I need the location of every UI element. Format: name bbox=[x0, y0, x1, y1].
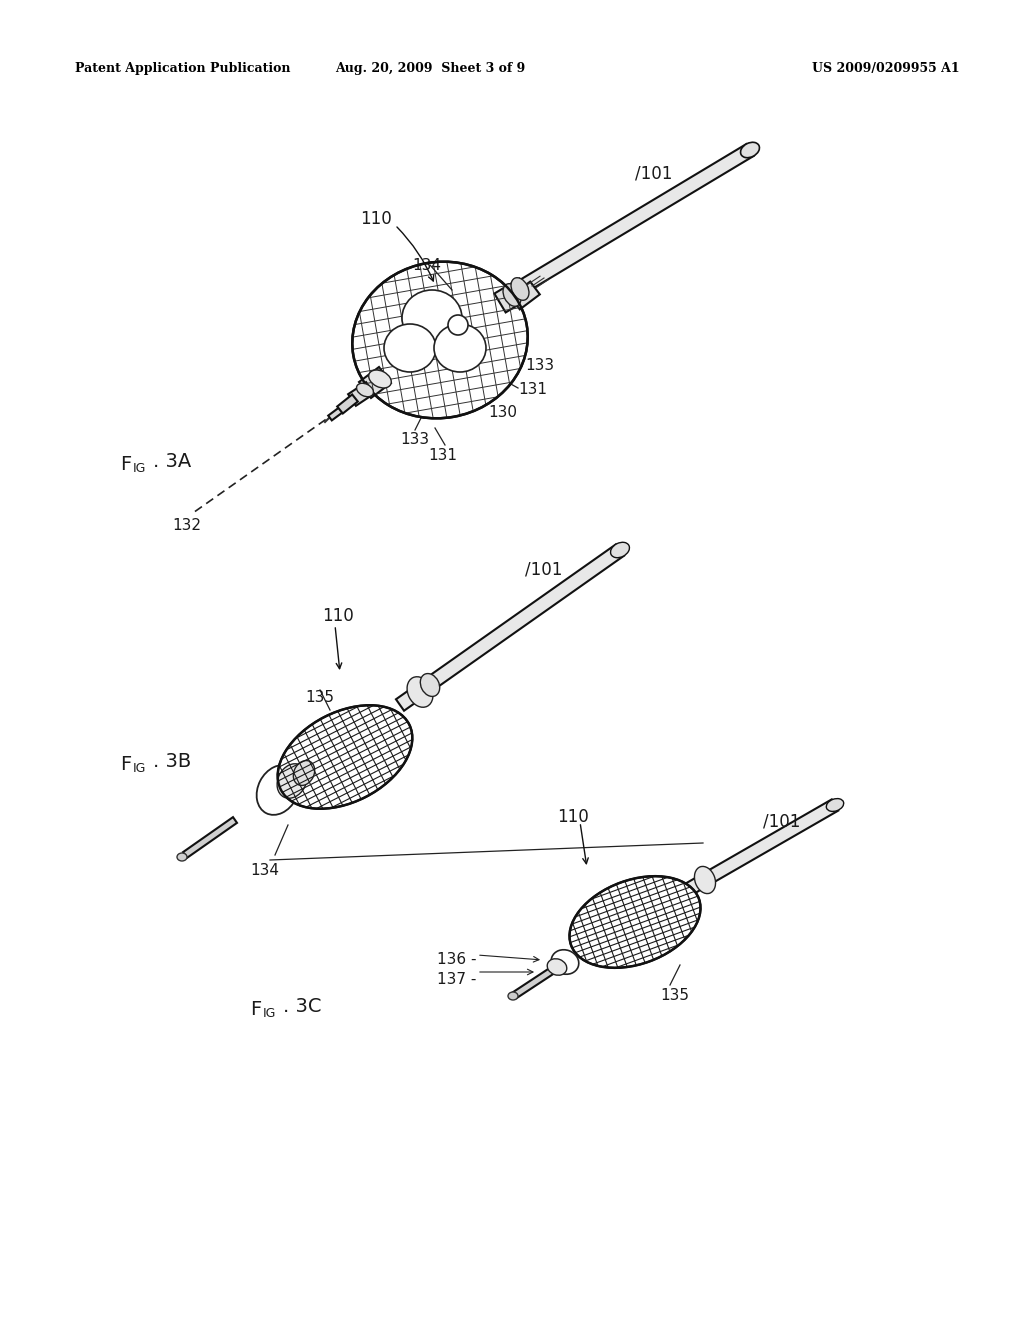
Polygon shape bbox=[513, 968, 555, 998]
Text: Aug. 20, 2009  Sheet 3 of 9: Aug. 20, 2009 Sheet 3 of 9 bbox=[335, 62, 525, 75]
Polygon shape bbox=[183, 817, 237, 858]
Ellipse shape bbox=[420, 673, 439, 697]
Ellipse shape bbox=[434, 323, 486, 372]
Text: . 3B: . 3B bbox=[153, 752, 191, 771]
Text: F: F bbox=[120, 755, 131, 774]
Text: 132: 132 bbox=[172, 517, 201, 533]
Ellipse shape bbox=[177, 853, 187, 861]
Ellipse shape bbox=[610, 543, 630, 558]
Ellipse shape bbox=[402, 290, 462, 346]
Text: IG: IG bbox=[133, 762, 146, 775]
Ellipse shape bbox=[293, 760, 314, 785]
Text: . 3A: . 3A bbox=[153, 451, 191, 471]
Ellipse shape bbox=[257, 766, 299, 814]
Text: IG: IG bbox=[133, 462, 146, 475]
Ellipse shape bbox=[352, 261, 527, 418]
Ellipse shape bbox=[408, 677, 433, 708]
Polygon shape bbox=[359, 367, 391, 399]
Ellipse shape bbox=[356, 383, 374, 397]
Ellipse shape bbox=[503, 284, 521, 306]
Ellipse shape bbox=[278, 764, 307, 799]
Ellipse shape bbox=[694, 866, 716, 894]
Ellipse shape bbox=[547, 958, 567, 975]
Text: 136 -: 136 - bbox=[437, 952, 476, 968]
Text: 130: 130 bbox=[488, 405, 517, 420]
Text: 135: 135 bbox=[305, 690, 334, 705]
Text: 110: 110 bbox=[557, 808, 589, 826]
Text: 131: 131 bbox=[428, 447, 457, 463]
Text: IG: IG bbox=[263, 1007, 276, 1020]
Ellipse shape bbox=[569, 876, 700, 968]
Ellipse shape bbox=[551, 950, 579, 974]
Text: 134: 134 bbox=[412, 257, 441, 273]
Ellipse shape bbox=[826, 799, 844, 812]
Polygon shape bbox=[348, 383, 374, 405]
Ellipse shape bbox=[449, 315, 468, 335]
Polygon shape bbox=[497, 144, 754, 306]
Text: 110: 110 bbox=[360, 210, 392, 228]
Polygon shape bbox=[329, 375, 387, 420]
Text: 133: 133 bbox=[400, 432, 429, 447]
Text: /101: /101 bbox=[635, 165, 673, 183]
Text: 134: 134 bbox=[250, 863, 279, 878]
Polygon shape bbox=[495, 279, 530, 313]
Polygon shape bbox=[510, 281, 540, 309]
Polygon shape bbox=[667, 800, 839, 906]
Text: US 2009/0209955 A1: US 2009/0209955 A1 bbox=[812, 62, 961, 75]
Ellipse shape bbox=[740, 143, 760, 157]
Text: /101: /101 bbox=[525, 560, 562, 578]
Polygon shape bbox=[337, 395, 357, 413]
Text: 133: 133 bbox=[525, 358, 554, 374]
Ellipse shape bbox=[369, 370, 391, 388]
Text: 110: 110 bbox=[322, 607, 353, 624]
Ellipse shape bbox=[278, 705, 413, 809]
Text: /101: /101 bbox=[763, 812, 801, 830]
Ellipse shape bbox=[508, 993, 518, 1001]
Text: 135: 135 bbox=[660, 987, 689, 1003]
Text: F: F bbox=[250, 1001, 261, 1019]
Text: 137 -: 137 - bbox=[437, 972, 476, 987]
Text: F: F bbox=[120, 455, 131, 474]
Text: . 3C: . 3C bbox=[283, 997, 322, 1016]
Ellipse shape bbox=[384, 323, 436, 372]
Text: Patent Application Publication: Patent Application Publication bbox=[75, 62, 291, 75]
Text: 131: 131 bbox=[518, 381, 547, 397]
Polygon shape bbox=[396, 544, 624, 710]
Ellipse shape bbox=[511, 277, 529, 300]
